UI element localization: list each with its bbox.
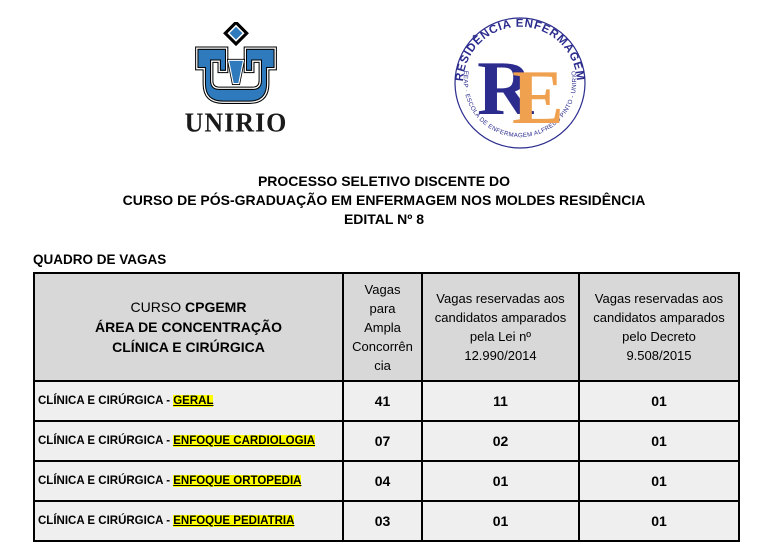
ampla-value: 03 (342, 500, 423, 542)
re-letter-r: R (477, 45, 534, 131)
header-curso-label: CURSO (130, 299, 182, 315)
row-label: CLÍNICA E CIRÚRGICA - GERAL (33, 380, 344, 422)
re-logo: RESIDÊNCIA ENFERMAGEM · EEAP · ESCOLA DE… (452, 11, 587, 150)
section-heading-quadro-de-vagas: QUADRO DE VAGAS (33, 252, 167, 267)
row-label: CLÍNICA E CIRÚRGICA - ENFOQUE CARDIOLOGI… (33, 420, 344, 462)
header-clinica-cirurgica: CLÍNICA E CIRÚRGICA (112, 339, 265, 355)
highlighted-specialty: ENFOQUE ORTOPEDIA (173, 475, 302, 487)
highlighted-specialty: ENFOQUE CARDIOLOGIA (173, 435, 316, 447)
header-ampla-concorrencia: Vagas para Ampla Concorrên cia (342, 272, 423, 382)
re-seal-icon: RESIDÊNCIA ENFERMAGEM · EEAP · ESCOLA DE… (452, 11, 586, 149)
header-area-concentracao: ÁREA DE CONCENTRAÇÃO (95, 319, 282, 335)
ampla-value: 41 (342, 380, 423, 422)
vagas-table: CURSO CPGEMR ÁREA DE CONCENTRAÇÃO CLÍNIC… (33, 272, 740, 542)
ampla-value: 04 (342, 460, 423, 502)
decreto-value: 01 (578, 500, 740, 542)
table-header-row: CURSO CPGEMR ÁREA DE CONCENTRAÇÃO CLÍNIC… (33, 272, 740, 382)
unirio-u-icon (195, 22, 277, 104)
highlighted-specialty: GERAL (173, 395, 214, 407)
decreto-value: 01 (578, 420, 740, 462)
title-line-1: PROCESSO SELETIVO DISCENTE DO (257, 173, 511, 189)
table-row-ortopedia: CLÍNICA E CIRÚRGICA - ENFOQUE ORTOPEDIA … (33, 460, 740, 502)
lei-value: 02 (421, 420, 580, 462)
header-curso-area: CURSO CPGEMR ÁREA DE CONCENTRAÇÃO CLÍNIC… (33, 272, 344, 382)
table-row-cardiologia: CLÍNICA E CIRÚRGICA - ENFOQUE CARDIOLOGI… (33, 420, 740, 462)
header-lei-12990: Vagas reservadas aos candidatos amparado… (421, 272, 580, 382)
table-row-geral: CLÍNICA E CIRÚRGICA - GERAL 41 11 01 (33, 380, 740, 422)
row-label: CLÍNICA E CIRÚRGICA - ENFOQUE ORTOPEDIA (33, 460, 344, 502)
header-decreto-9508: Vagas reservadas aos candidatos amparado… (578, 272, 740, 382)
unirio-wordmark: UNIRIO (184, 107, 288, 138)
decreto-value: 01 (578, 460, 740, 502)
table-row-pediatria: CLÍNICA E CIRÚRGICA - ENFOQUE PEDIATRIA … (33, 500, 740, 542)
lei-value: 11 (421, 380, 580, 422)
title-line-2: CURSO DE PÓS-GRADUAÇÃO EM ENFERMAGEM NOS… (122, 192, 646, 208)
document-title: PROCESSO SELETIVO DISCENTE DO CURSO DE P… (0, 172, 768, 229)
re-letter-e: E (512, 54, 564, 140)
highlighted-specialty: ENFOQUE PEDIATRIA (173, 515, 295, 527)
decreto-value: 01 (578, 380, 740, 422)
row-label: CLÍNICA E CIRÚRGICA - ENFOQUE PEDIATRIA (33, 500, 344, 542)
ampla-value: 07 (342, 420, 423, 462)
lei-value: 01 (421, 500, 580, 542)
lei-value: 01 (421, 460, 580, 502)
header-curso-code: CPGEMR (185, 299, 247, 315)
unirio-logo: UNIRIO (176, 22, 296, 138)
title-line-3: EDITAL Nº 8 (343, 211, 425, 227)
